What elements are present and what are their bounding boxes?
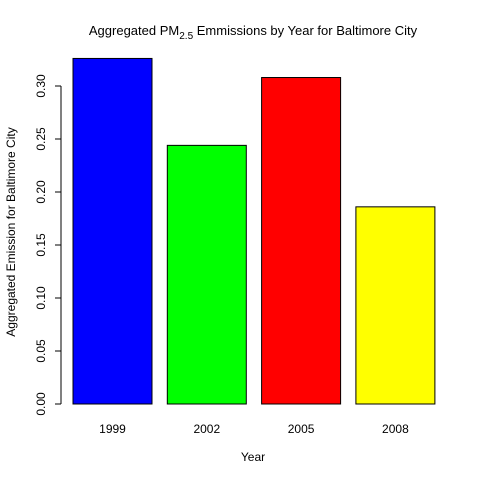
title-part: Aggregated PM <box>89 23 179 38</box>
y-tick-label: 0.05 <box>34 339 48 363</box>
bar <box>72 57 153 405</box>
x-tick-label: 1999 <box>99 422 126 436</box>
x-tick-label: 2002 <box>193 422 220 436</box>
title-subscript: 2.5 <box>179 31 193 42</box>
bar <box>261 77 342 405</box>
y-tick-label: 0.15 <box>34 233 48 257</box>
bar <box>355 206 436 405</box>
y-tick-label: 0.30 <box>34 74 48 98</box>
y-tick-label: 0.25 <box>34 127 48 151</box>
chart-title: Aggregated PM2.5 Emmissions by Year for … <box>89 23 418 41</box>
y-axis-label: Aggregated Emission for Baltimore City <box>4 127 18 336</box>
title-part: Emmissions by Year for Baltimore City <box>193 23 417 38</box>
y-tick-label: 0.00 <box>34 392 48 416</box>
bar <box>166 144 247 405</box>
y-tick-label: 0.20 <box>34 180 48 204</box>
x-tick-label: 2008 <box>382 422 409 436</box>
x-axis-label: Year <box>241 450 265 464</box>
y-tick-label: 0.10 <box>34 286 48 310</box>
x-tick-label: 2005 <box>288 422 315 436</box>
